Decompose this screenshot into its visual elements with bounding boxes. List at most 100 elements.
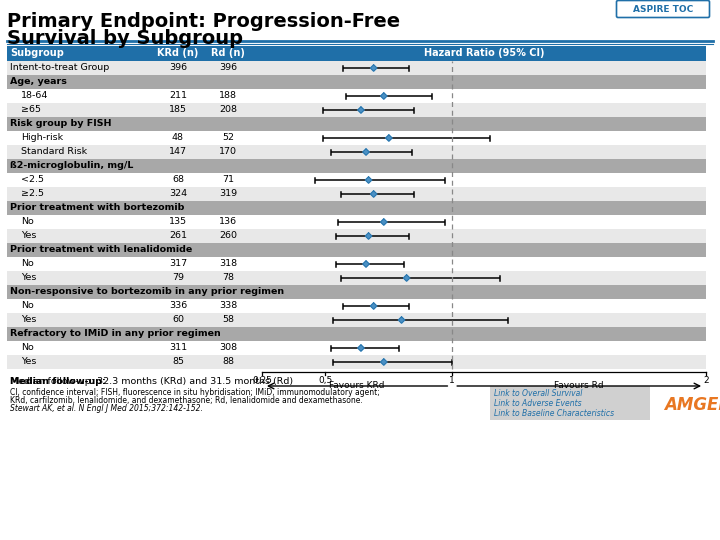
Text: Link to Baseline Characteristics: Link to Baseline Characteristics bbox=[494, 409, 614, 418]
Text: Link to Adverse Events: Link to Adverse Events bbox=[494, 399, 582, 408]
Text: 88: 88 bbox=[222, 357, 234, 367]
Bar bbox=[7, 243, 706, 257]
Bar bbox=[7, 89, 706, 103]
Text: 68: 68 bbox=[172, 176, 184, 185]
Text: Prior treatment with bortezomib: Prior treatment with bortezomib bbox=[10, 204, 184, 213]
Text: No: No bbox=[21, 218, 34, 226]
Text: 311: 311 bbox=[169, 343, 187, 353]
Text: Link to Overall Survival: Link to Overall Survival bbox=[494, 389, 582, 398]
Text: Stewart AK, et al. N Engl J Med 2015;372:142-152.: Stewart AK, et al. N Engl J Med 2015;372… bbox=[10, 404, 203, 413]
Text: Favours KRd: Favours KRd bbox=[329, 381, 385, 390]
Bar bbox=[7, 75, 706, 89]
Text: Favours Rd: Favours Rd bbox=[554, 381, 604, 390]
Polygon shape bbox=[386, 135, 392, 141]
Text: Yes: Yes bbox=[21, 357, 37, 367]
Text: ASPIRE TOC: ASPIRE TOC bbox=[633, 4, 693, 14]
Text: No: No bbox=[21, 343, 34, 353]
Polygon shape bbox=[381, 359, 387, 365]
Polygon shape bbox=[358, 107, 364, 113]
Bar bbox=[7, 61, 706, 75]
Bar bbox=[7, 299, 706, 313]
Text: 52: 52 bbox=[222, 133, 234, 143]
Text: 338: 338 bbox=[219, 301, 237, 310]
Text: Risk group by FISH: Risk group by FISH bbox=[10, 119, 112, 129]
Polygon shape bbox=[363, 149, 369, 155]
Polygon shape bbox=[365, 177, 372, 183]
Polygon shape bbox=[358, 345, 364, 351]
Text: ß2-microglobulin, mg/L: ß2-microglobulin, mg/L bbox=[10, 161, 133, 171]
Text: ≥65: ≥65 bbox=[21, 105, 41, 114]
Text: 0,25: 0,25 bbox=[252, 376, 272, 385]
Text: 170: 170 bbox=[219, 147, 237, 157]
Text: 135: 135 bbox=[169, 218, 187, 226]
Text: 317: 317 bbox=[169, 260, 187, 268]
Text: 60: 60 bbox=[172, 315, 184, 325]
Text: Age, years: Age, years bbox=[10, 78, 67, 86]
Text: Survival by Subgroup: Survival by Subgroup bbox=[7, 29, 243, 48]
Text: ≥2.5: ≥2.5 bbox=[21, 190, 44, 199]
Text: Prior treatment with lenalidomide: Prior treatment with lenalidomide bbox=[10, 246, 192, 254]
Bar bbox=[7, 103, 706, 117]
Text: Subgroup: Subgroup bbox=[10, 49, 64, 58]
Text: Intent-to-treat Group: Intent-to-treat Group bbox=[10, 64, 109, 72]
Text: 71: 71 bbox=[222, 176, 234, 185]
Bar bbox=[7, 229, 706, 243]
FancyBboxPatch shape bbox=[616, 1, 709, 17]
Bar bbox=[7, 46, 706, 61]
Bar bbox=[7, 159, 706, 173]
Bar bbox=[7, 201, 706, 215]
Text: 48: 48 bbox=[172, 133, 184, 143]
Text: 0,5: 0,5 bbox=[318, 376, 333, 385]
Text: Primary Endpoint: Progression-Free: Primary Endpoint: Progression-Free bbox=[7, 12, 400, 31]
Text: 188: 188 bbox=[219, 91, 237, 100]
Bar bbox=[7, 131, 706, 145]
Text: KRd, carfilzomib, lenalidomide, and dexamethasone; Rd, lenalidomide and dexameth: KRd, carfilzomib, lenalidomide, and dexa… bbox=[10, 396, 363, 405]
Polygon shape bbox=[370, 191, 377, 197]
Bar bbox=[7, 257, 706, 271]
Text: 58: 58 bbox=[222, 315, 234, 325]
Polygon shape bbox=[403, 275, 410, 281]
Text: 308: 308 bbox=[219, 343, 237, 353]
Text: No: No bbox=[21, 260, 34, 268]
Bar bbox=[7, 341, 706, 355]
Bar bbox=[490, 386, 650, 420]
Text: 336: 336 bbox=[169, 301, 187, 310]
Bar bbox=[7, 313, 706, 327]
Polygon shape bbox=[365, 233, 372, 239]
Bar bbox=[7, 145, 706, 159]
Bar bbox=[7, 215, 706, 229]
Text: CI, confidence interval; FISH, fluorescence in situ hybridisation; IMiD, immunom: CI, confidence interval; FISH, fluoresce… bbox=[10, 388, 379, 397]
Text: Hazard Ratio (95% CI): Hazard Ratio (95% CI) bbox=[424, 49, 544, 58]
Text: High-risk: High-risk bbox=[21, 133, 63, 143]
Polygon shape bbox=[381, 93, 387, 99]
Text: 1: 1 bbox=[449, 376, 455, 385]
Text: 79: 79 bbox=[172, 273, 184, 282]
Text: 185: 185 bbox=[169, 105, 187, 114]
Bar bbox=[7, 355, 706, 369]
Text: AMGEN: AMGEN bbox=[664, 396, 720, 414]
Bar bbox=[7, 285, 706, 299]
Text: Rd (n): Rd (n) bbox=[211, 49, 245, 58]
Text: 85: 85 bbox=[172, 357, 184, 367]
Text: 211: 211 bbox=[169, 91, 187, 100]
Text: 78: 78 bbox=[222, 273, 234, 282]
Text: 319: 319 bbox=[219, 190, 237, 199]
Text: 136: 136 bbox=[219, 218, 237, 226]
Text: KRd (n): KRd (n) bbox=[157, 49, 199, 58]
Text: 208: 208 bbox=[219, 105, 237, 114]
Polygon shape bbox=[363, 261, 369, 267]
Text: 324: 324 bbox=[169, 190, 187, 199]
Text: Median follow-up:: Median follow-up: bbox=[10, 377, 106, 386]
Text: No: No bbox=[21, 301, 34, 310]
Text: 396: 396 bbox=[219, 64, 237, 72]
Polygon shape bbox=[398, 317, 405, 323]
Bar bbox=[7, 327, 706, 341]
Text: 147: 147 bbox=[169, 147, 187, 157]
Text: Yes: Yes bbox=[21, 315, 37, 325]
Text: 318: 318 bbox=[219, 260, 237, 268]
Bar bbox=[7, 271, 706, 285]
Polygon shape bbox=[381, 219, 387, 225]
Text: Median follow-up: 32.3 months (KRd) and 31.5 months (Rd): Median follow-up: 32.3 months (KRd) and … bbox=[10, 377, 293, 386]
Bar bbox=[7, 173, 706, 187]
Bar bbox=[7, 117, 706, 131]
